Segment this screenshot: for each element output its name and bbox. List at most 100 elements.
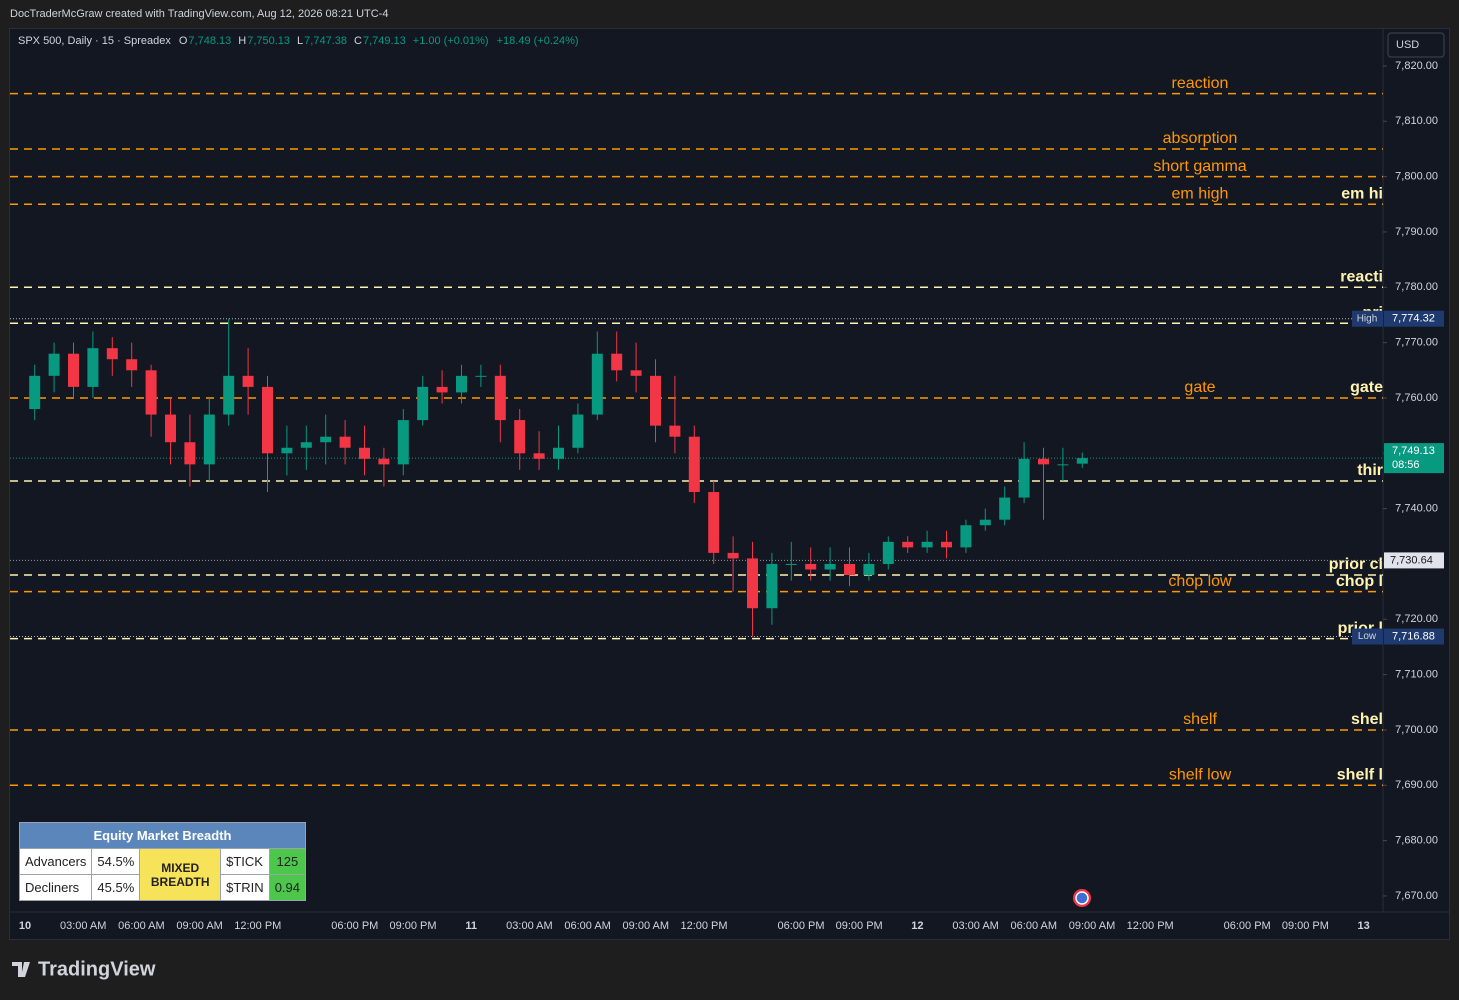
cell: 0.94 <box>268 874 307 901</box>
credit: DocTraderMcGraw created with TradingView… <box>10 8 388 20</box>
level-label: shelf low <box>1169 767 1232 784</box>
x-tick-label: 03:00 AM <box>60 920 106 932</box>
cell: $TRIN <box>220 874 270 901</box>
price-tag <box>1384 310 1444 327</box>
candle-body <box>785 563 797 565</box>
candle-body <box>1018 458 1030 498</box>
x-tick-label: 13 <box>1357 920 1369 932</box>
x-tick-label: 06:00 AM <box>1011 920 1057 932</box>
candle-body <box>941 541 952 548</box>
change: +1.00 (+0.01%) <box>413 35 489 47</box>
level-label: absorption <box>1163 130 1238 147</box>
candle-body <box>708 492 720 553</box>
y-tick-label: 7,820.00 <box>1395 60 1438 72</box>
candle-body <box>611 353 623 371</box>
level-tag: shelf l <box>1337 767 1383 784</box>
candle-body <box>300 442 312 448</box>
candle-body <box>902 541 914 548</box>
candle-body <box>29 375 41 410</box>
candle-body <box>630 370 642 376</box>
level-tag: em hi <box>1341 186 1383 203</box>
y-tick-label: 7,760.00 <box>1395 392 1438 404</box>
ohlc-label: H <box>238 35 246 47</box>
level-tag: shel <box>1351 711 1383 728</box>
candle-body <box>766 563 778 609</box>
level-label: gate <box>1184 379 1215 396</box>
status-cell: MIXED BREADTH <box>139 848 222 901</box>
candle-body <box>650 375 661 426</box>
level-label: short gamma <box>1153 158 1246 175</box>
marker-name-bg <box>1352 310 1383 327</box>
x-tick-label: 12 <box>911 920 923 932</box>
candle-body <box>456 375 467 393</box>
ohlc-label: O <box>179 35 188 47</box>
level-tag: reacti <box>1340 269 1383 286</box>
x-tick-label: 12:00 PM <box>1127 920 1174 932</box>
cell: 125 <box>268 848 307 875</box>
table-title: Equity Market Breadth <box>19 822 306 849</box>
x-tick-label: 09:00 AM <box>176 920 222 932</box>
x-tick-label: 09:00 AM <box>1069 920 1115 932</box>
candle-body <box>1057 464 1069 466</box>
candle-body <box>378 458 390 465</box>
currency-button[interactable] <box>1387 32 1445 58</box>
cell: 54.5% <box>91 848 141 875</box>
level-tag: gate <box>1350 379 1383 396</box>
candle-body <box>533 453 545 459</box>
candle-body <box>572 414 584 448</box>
candle-body <box>805 563 817 570</box>
price-tag-label: 7,774.32 <box>1392 313 1435 325</box>
candle-body <box>688 436 700 493</box>
breadth-table: Equity Market Breadth Advancers 54.5% MI… <box>18 822 307 901</box>
price-tag <box>1384 443 1444 474</box>
candle-body <box>126 359 138 371</box>
candle-body <box>281 447 293 454</box>
candle-body <box>359 447 370 459</box>
y-tick-label: 7,690.00 <box>1395 779 1438 791</box>
logo-icon <box>12 962 30 977</box>
ohlc-value: 7,750.13 <box>247 35 290 47</box>
ohlc-label: C <box>354 35 362 47</box>
price-tag <box>1384 628 1444 645</box>
candle-body <box>553 447 564 459</box>
x-tick-label: 09:00 PM <box>1282 920 1329 932</box>
candle-body <box>882 541 894 564</box>
level-tag: thir <box>1357 462 1383 479</box>
candle-body <box>514 420 526 454</box>
candle-body <box>48 353 60 376</box>
session-change: +18.49 (+0.24%) <box>497 35 579 47</box>
x-tick-label: 09:00 AM <box>623 920 669 932</box>
candle-body <box>863 563 875 576</box>
candle-body <box>979 519 991 526</box>
y-tick-label: 7,810.00 <box>1395 115 1438 127</box>
x-tick-label: 09:00 PM <box>836 920 883 932</box>
level-label: reaction <box>1172 75 1229 92</box>
candle-body <box>262 386 273 454</box>
x-tick-label: 09:00 PM <box>389 920 436 932</box>
candle-body <box>669 425 681 437</box>
y-tick-label: 7,670.00 <box>1395 890 1438 902</box>
countdown: 08:56 <box>1392 459 1420 471</box>
ohlc-label: L <box>297 35 303 47</box>
symbol: SPX 500, Daily · 15 · Spreadex <box>18 35 171 47</box>
y-tick-label: 7,780.00 <box>1395 281 1438 293</box>
candle-body <box>475 375 487 377</box>
candle-body <box>339 436 351 448</box>
marker-name-bg <box>1352 628 1383 645</box>
candle-body <box>184 442 196 465</box>
ohlc-value: 7,747.38 <box>304 35 347 47</box>
candle-body <box>417 386 429 421</box>
price-tag <box>1384 552 1444 569</box>
candle-body <box>844 563 855 576</box>
event-icon <box>1073 889 1091 907</box>
candle-body <box>165 414 176 443</box>
price-tag-label: 7,730.64 <box>1390 554 1433 566</box>
x-tick-label: 06:00 AM <box>564 920 610 932</box>
y-tick-label: 7,700.00 <box>1395 724 1438 736</box>
candle-body <box>1076 458 1088 464</box>
price-tag-label: 7,716.88 <box>1392 630 1435 642</box>
cell: Advancers <box>18 848 93 875</box>
level-tag: chop l <box>1336 573 1383 590</box>
x-tick-label: 12:00 PM <box>680 920 727 932</box>
candle-body <box>960 525 972 548</box>
